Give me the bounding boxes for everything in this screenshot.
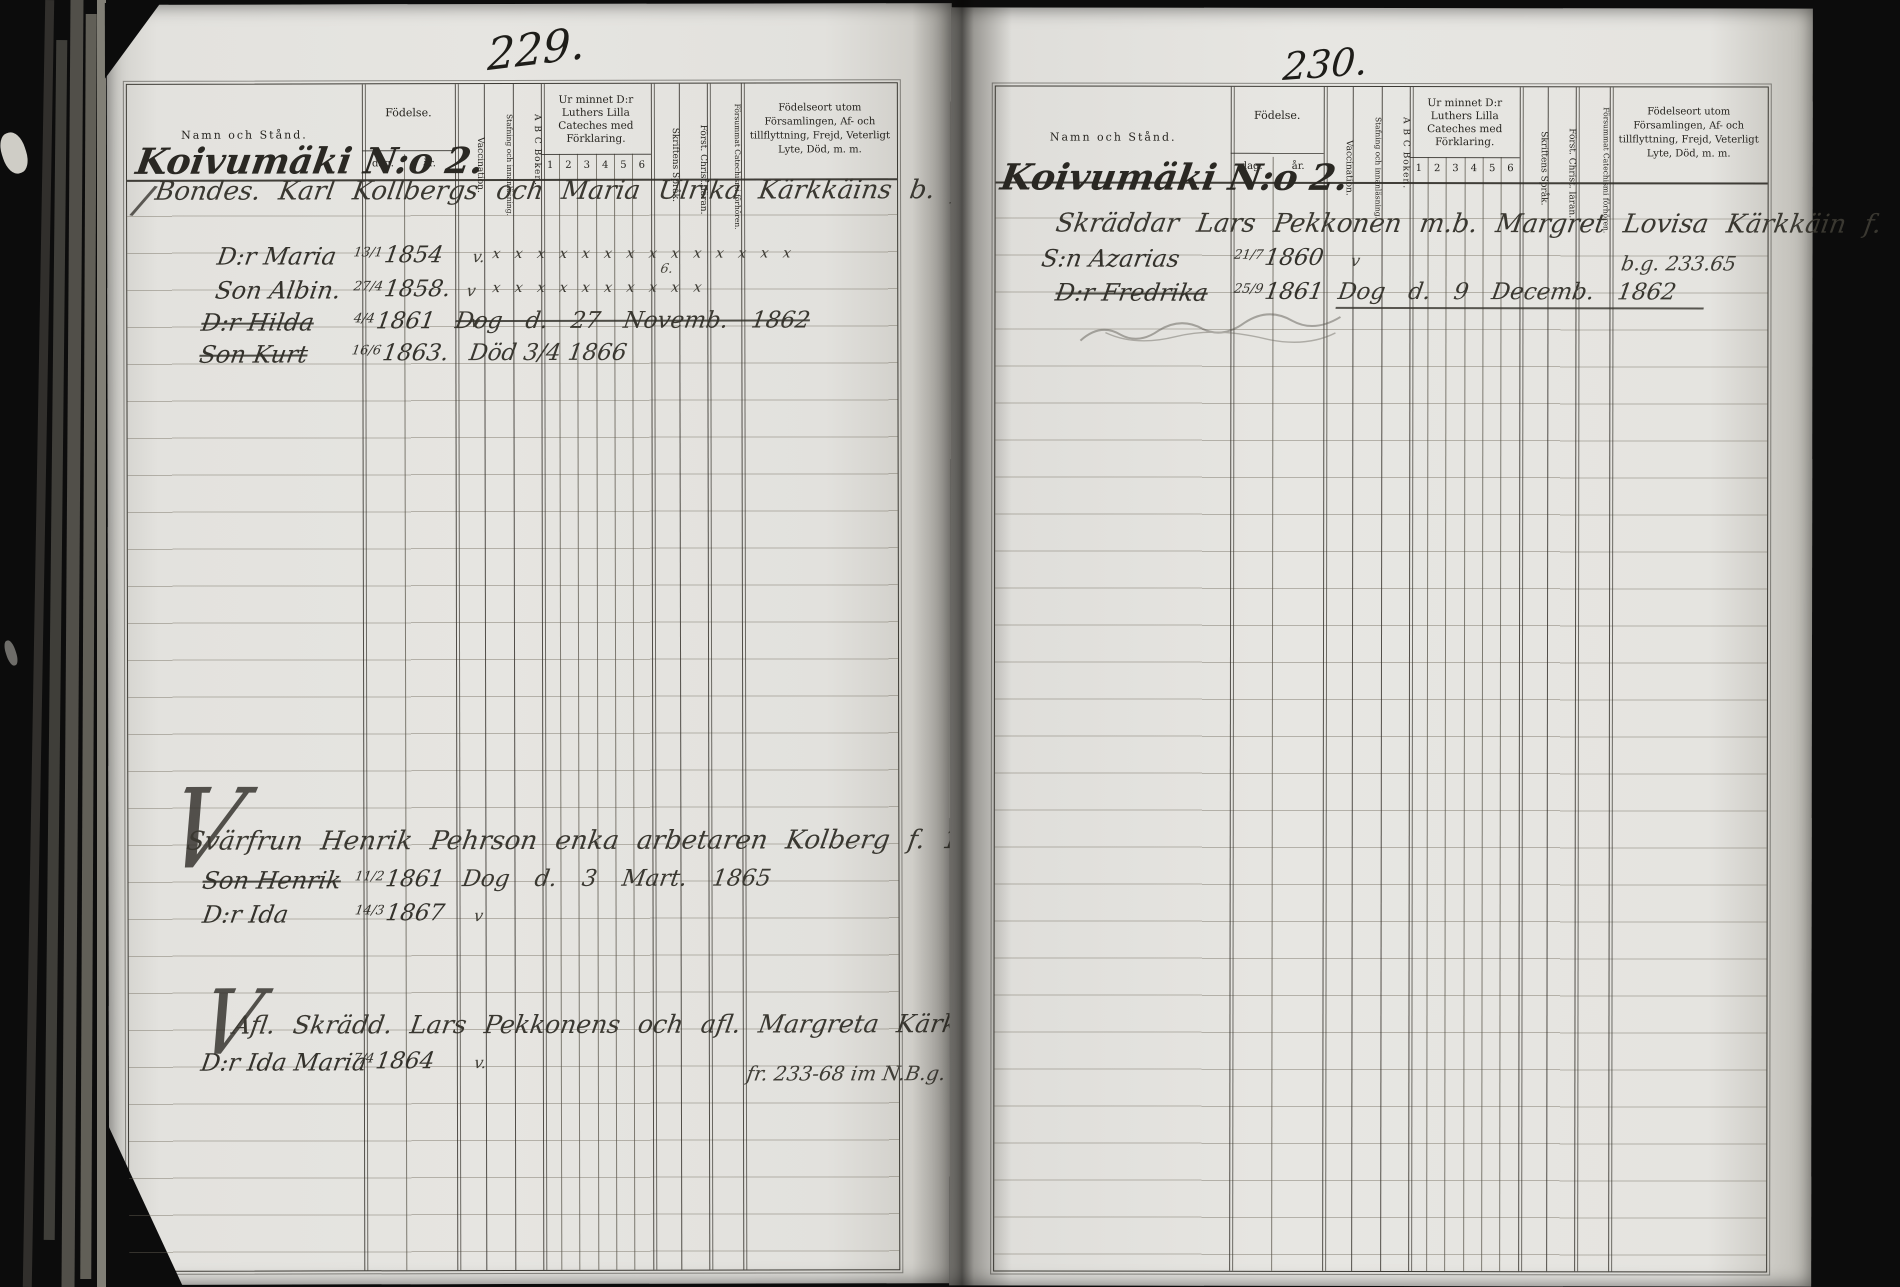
page-edge [22,0,55,1287]
catechism-col-6: 6 [1507,163,1514,175]
entry-birthdate: 13/11854 [351,242,445,268]
birth-day: 16/6 [350,343,383,359]
entry-name: D:r Ida Maria [198,1048,369,1077]
entry-birthdate: 25/91861 [1231,278,1326,305]
birth-year: 1863. [380,340,451,367]
page-number-right: 230. [1281,38,1370,90]
entry-name: D:r Ida [200,900,291,929]
table-gridlines [127,83,898,1271]
entry-heading: Svärfrun Henrik Pehrson enka arbetaren K… [184,824,1012,857]
exam-marks: x x x x x x x x x x x x x x [491,245,798,263]
col-header-spelling: Stafning och innanläsning. [504,114,515,217]
birth-year: 1854 [382,242,446,269]
catechism-col-2: 2 [1433,163,1441,175]
catechism-col-6: 6 [638,159,645,171]
scan-corner-shadow [105,3,161,79]
record-table-right: Namn och Stånd. Födelse. dag. år. Vaccin… [990,82,1900,1276]
record-table-left: Namn och Stånd. Födelse. dag. år. Vaccin… [122,79,1181,1275]
birth-day: 25/9 [1232,281,1265,297]
village-title: Koivumäki N:o 2. [997,156,1352,199]
entry-name: D:r Hilda [199,308,317,337]
catechism-col-5: 5 [1488,163,1496,175]
catechism-subcolumns: 1 2 3 4 5 6 [541,160,651,171]
catechism-col-5: 5 [620,159,627,171]
birth-year: 1867 [383,900,447,927]
entry-birthdate: 7/41864 [351,1048,437,1075]
page-left: Namn och Stånd. Födelse. dag. år. Vaccin… [105,3,1181,1285]
col-header-catechism: Ur minnet D:r Luthers Lilla Cateches med… [1427,97,1503,149]
catechism-col-1: 1 [1415,163,1423,175]
birth-day: 13/1 [352,245,385,261]
page-right: Namn och Stånd. Födelse. dag. år. Vaccin… [949,7,1900,1287]
birth-day: 4/4 [352,311,376,327]
ink-scribble [1079,313,1341,343]
entry-note: Död 3/4 1866 [467,339,629,367]
col-header-birthplace: Födelseort utom Församlingen, Af- och ti… [749,102,890,156]
entry-name: D:r Maria [215,242,339,271]
entry-birthdate: 27/41858. [351,276,453,303]
catechism-col-4: 4 [601,159,609,171]
col-header-scripture: Skriftens Språk. [669,127,681,202]
birth-year: 1858. [382,276,453,303]
catechism-subcolumns: 1 2 3 4 5 6 [1410,163,1520,174]
col-header-abc-book: A B C Boken. [1400,116,1411,190]
birth-day: 14/3 [353,903,386,919]
entry-reference-note: b.g. 233.65 [1619,251,1739,276]
page-edge [61,0,84,1287]
catechism-col-2: 2 [565,159,572,171]
entry-note: Dog d. 27 Novemb. 1862 [453,307,812,335]
birth-year: 1861 [383,866,447,893]
entry-note: Dog d. 9 Decemb. 1862 [1335,278,1709,310]
entry-birthdate: 14/31867 [353,900,447,926]
entry-birthdate: 11/21861 [353,866,447,892]
col-header-birthplace: Födelseort utom Församlingen, Af- och ti… [1618,106,1759,160]
entry-name: Son Albin. [213,276,343,305]
col-header-name: Namn och Stånd. [1049,130,1177,144]
catechism-col-1: 1 [546,159,554,171]
entry-note: 6. [659,261,674,277]
entry-note: Dog d. 3 Mart. 1865 [460,865,773,893]
exam-marks: x x x x x x x x x x [491,279,708,297]
entry-heading: Bondes. Karl Kollbergs och Maria Ulrika … [153,174,1057,207]
birth-day: 11/2 [353,869,386,885]
col-header-birth: Födelse. [385,106,432,120]
col-header-catechism: Ur minnet D:r Luthers Lilla Cateches med… [558,93,634,146]
birth-year: 1860 [1262,244,1326,271]
table-gridlines [995,86,1768,1272]
entry-birthdate: 16/61863. [349,340,451,367]
catechism-col-4: 4 [1470,163,1478,175]
entry-name: D:r Fredrika [1053,278,1211,307]
entry-name: S:n Azarias [1039,244,1182,273]
entry-name: Son Kurt [197,340,310,369]
scan-artifact [2,639,20,667]
entry-name: Son Henrik [200,866,344,895]
page-edge [97,0,106,1287]
page-edge [80,13,97,1280]
col-header-birth: Födelse. [1254,108,1301,122]
entry-birthdate: 4/41861 [351,308,437,334]
birth-day: 27/4 [352,279,385,295]
col-header-missed-catechism: Försummat Catechismi förhören. [732,103,743,230]
col-header-christian-doctrine: Först. Christ. läran. [697,124,709,215]
scan-artifact [0,129,32,177]
birth-year: 1861 [374,308,437,335]
catechism-col-3: 3 [583,159,591,171]
birth-year: 1864 [373,1048,437,1075]
page-edge [43,39,68,1241]
birth-day: 7/4 [352,1051,376,1067]
birth-day: 21/7 [1232,247,1265,263]
entry-heading: Skräddar Lars Pekkonen m.b. Margret Lovi… [1053,208,1900,240]
catechism-col-3: 3 [1452,163,1459,175]
entry-birthdate: 21/71860 [1232,245,1326,271]
birth-year: 1861 [1262,278,1326,305]
